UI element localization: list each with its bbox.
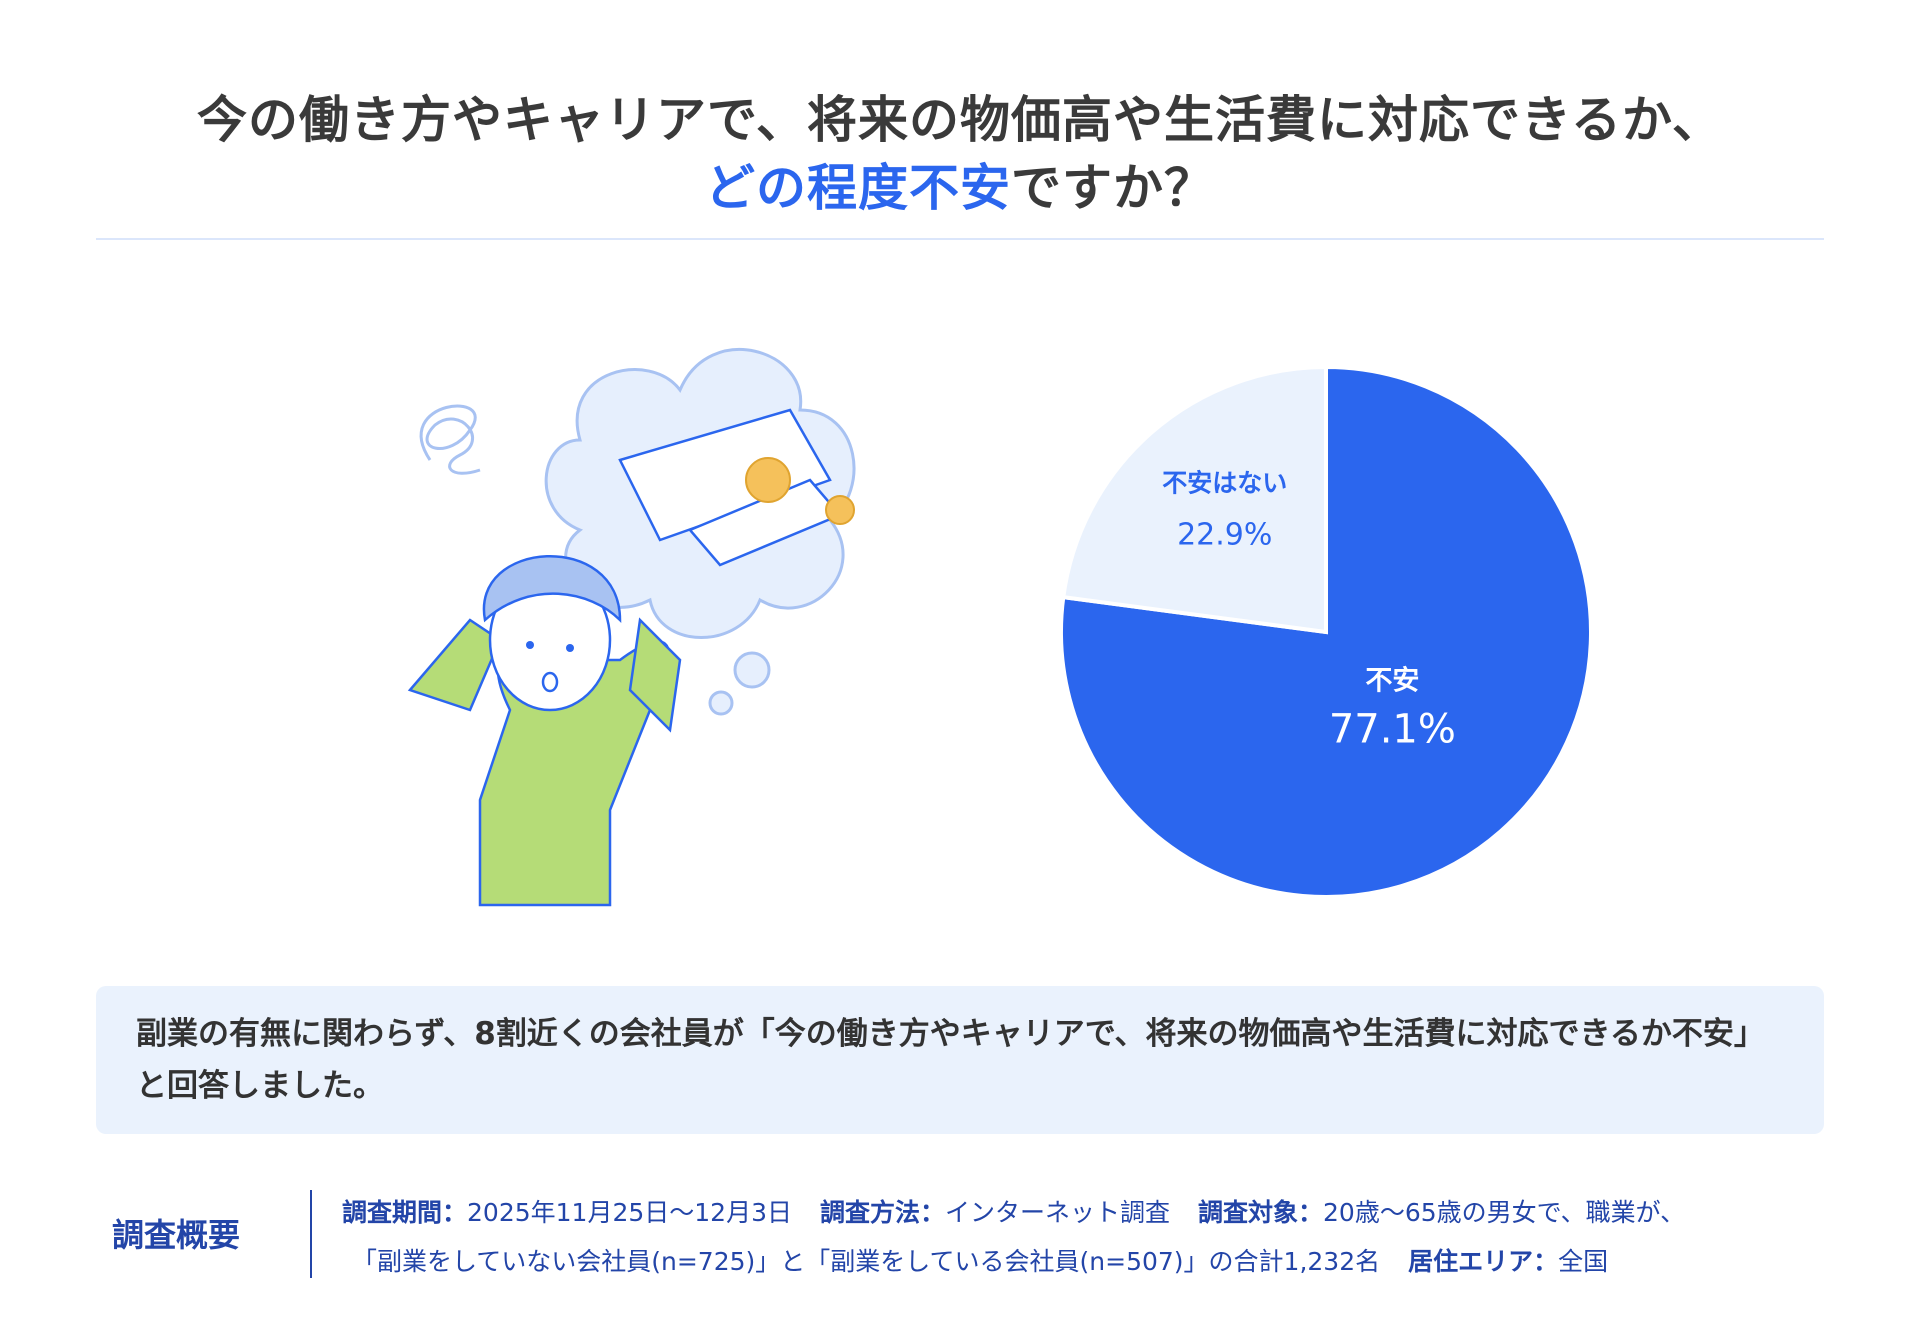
title-rest: ですか？ [1011, 159, 1215, 217]
method-value: インターネット調査 [945, 1198, 1171, 1227]
title-divider [96, 238, 1824, 240]
slice-label-anxious: 不安 [1365, 666, 1419, 697]
title-highlight: どの程度不安 [705, 159, 1011, 217]
footer-divider [310, 1190, 312, 1278]
period-value: 2025年11月25日〜12月3日 [467, 1198, 792, 1227]
slice-label-not-anxious: 不安はない [1162, 468, 1287, 497]
title-line-2: どの程度不安ですか？ [0, 148, 1920, 220]
footer-line-2: 「副業をしていない会社員(n=725)」と「副業をしている会社員(n=507)」… [352, 1242, 1608, 1278]
pie-slice-1 [1061, 364, 1328, 635]
pie-chart: 不安 77.1% 不安はない 22.9% [1059, 364, 1593, 899]
worried-person-illustration-icon [407, 348, 856, 907]
slice-value-not-anxious: 22.9% [1177, 517, 1272, 552]
summary-box: 副業の有無に関わらず、8割近くの会社員が「今の働き方やキャリアで、将来の物価高や… [96, 986, 1824, 1134]
target-label: 調査対象： [1198, 1198, 1324, 1227]
footer-line-1: 調査期間：2025年11月25日〜12月3日 調査方法：インターネット調査 調査対象… [342, 1193, 1685, 1229]
target-value: 20歳〜65歳の男女で、職業が、 [1323, 1198, 1686, 1227]
area-value: 全国 [1558, 1247, 1609, 1276]
method-label: 調査方法： [819, 1198, 945, 1227]
title-line-1: 今の働き方やキャリアで、将来の物価高や生活費に対応できるか、 [197, 91, 1723, 149]
period-label: 調査期間： [342, 1198, 468, 1227]
footer-heading: 調査概要 [112, 1216, 241, 1254]
area-label: 居住エリア： [1408, 1247, 1559, 1276]
slice-value-anxious: 77.1% [1329, 707, 1456, 753]
target-value-2: 「副業をしていない会社員(n=725)」と「副業をしている会社員(n=507)」… [352, 1247, 1381, 1276]
